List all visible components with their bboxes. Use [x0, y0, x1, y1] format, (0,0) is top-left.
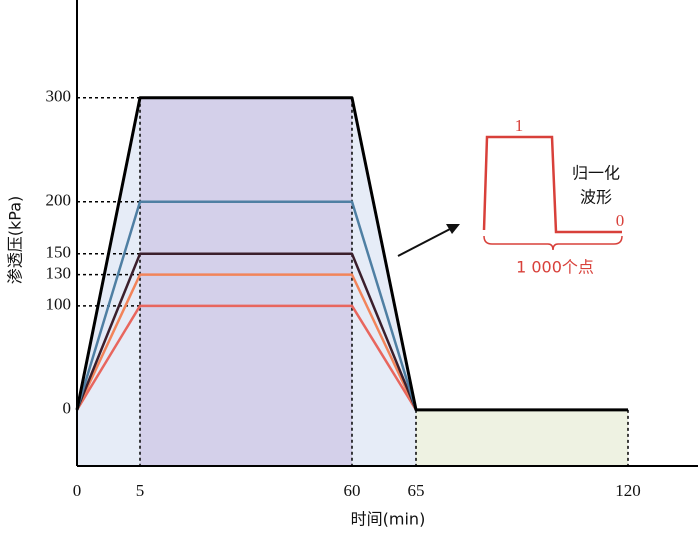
x-axis-label: 时间(min) — [351, 510, 426, 529]
x-tick-label: 60 — [344, 481, 361, 500]
inset-low-label: 0 — [616, 211, 625, 230]
x-tick-label: 65 — [408, 481, 425, 500]
series-line — [75, 96, 628, 412]
inset-brace — [483, 235, 623, 251]
y-tick-label: 200 — [46, 191, 72, 210]
series-line — [75, 252, 418, 411]
y-tick-label: 0 — [63, 399, 72, 418]
x-tick-label: 120 — [615, 481, 641, 500]
line-layer — [75, 96, 628, 412]
inset-title: 归一化 — [572, 164, 620, 183]
y-tick-label: 100 — [46, 295, 72, 314]
y-tick-label: 130 — [46, 264, 72, 283]
arrow — [397, 227, 453, 257]
area-fill — [140, 97, 352, 466]
x-tick-label: 0 — [73, 481, 82, 500]
inset-title: 波形 — [580, 188, 612, 207]
arrow-head — [446, 224, 460, 234]
x-tick-label: 5 — [136, 481, 145, 500]
background-layer — [77, 97, 629, 466]
series-line — [75, 200, 418, 411]
series-line — [75, 304, 418, 411]
y-tick-label: 300 — [46, 87, 72, 106]
y-axis-label: 渗透压(kPa) — [6, 196, 25, 285]
y-tick-label: 150 — [46, 243, 72, 262]
area-fill — [416, 409, 628, 466]
inset-waveform — [482, 135, 622, 234]
inset-high-label: 1 — [515, 116, 524, 135]
inset-count-label: 1 000个点 — [516, 258, 594, 277]
series-line — [75, 273, 418, 411]
